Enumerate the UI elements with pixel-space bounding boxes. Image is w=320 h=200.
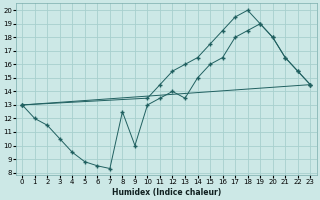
X-axis label: Humidex (Indice chaleur): Humidex (Indice chaleur) [112, 188, 221, 197]
